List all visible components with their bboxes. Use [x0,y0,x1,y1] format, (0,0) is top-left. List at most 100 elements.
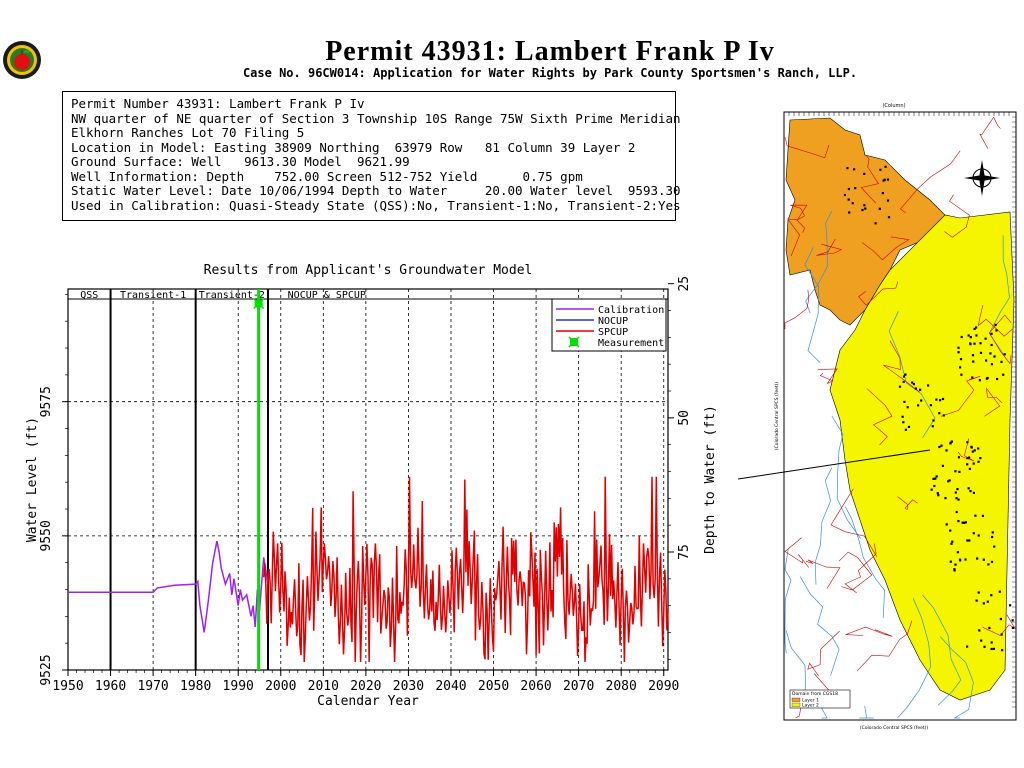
map-well-point [1011,619,1014,622]
map-road [944,194,970,238]
map-well-point [953,569,956,572]
map-well-point [951,540,954,543]
map-well-point [973,449,976,452]
info-line: Permit Number 43931: Lambert Frank P Iv [71,96,365,111]
map-well-point [1011,626,1014,629]
map-road [897,496,918,510]
map-well-point [948,479,951,482]
map-well-point [1003,353,1006,356]
map-well-point [886,199,890,202]
map-well-point [874,222,877,225]
y-tick-label: 9525 [39,654,54,685]
map-well-point [989,352,992,355]
legend-marker [568,336,580,348]
map-well-point [984,337,987,340]
map-well-point [969,490,972,493]
map-well-point [960,335,963,339]
map-well-point [887,216,891,219]
map-stream [922,594,962,706]
map-well-point [929,404,932,407]
map-well-point [977,460,980,463]
map-well-point [861,208,864,212]
map-well-point [972,462,975,465]
map-well-point [982,558,985,561]
map-well-point [971,376,974,379]
info-line: Location in Model: Easting 38909 Northin… [71,139,636,155]
map-road [805,559,841,589]
y2-tick-label: 75 [677,544,692,560]
map-well-point [983,645,986,648]
period-label: NOCUP & SPCUP [288,290,366,301]
map-well-point [964,521,967,524]
x-tick-label: 2060 [520,679,551,694]
map-well-point [1002,373,1005,376]
map-well-point [992,647,995,650]
map-road [790,204,808,221]
map-well-point [990,560,994,563]
map-well-point [851,202,854,205]
map-well-point [977,591,980,594]
map-stream [805,211,833,314]
map-well-point [914,387,918,390]
map-well-point [906,406,909,409]
map-well-point [966,441,969,444]
map-well-point [1000,360,1003,363]
map-well-point [979,457,982,460]
map-well-point [982,602,985,605]
map-well-point [950,542,953,545]
x-tick-label: 2070 [563,679,594,694]
map-well-point [956,488,959,491]
map-well-point [854,187,857,190]
map-well-point [990,641,993,644]
map-well-point [863,172,866,175]
x-tick-label: 2080 [606,679,637,694]
map-well-point [955,510,958,514]
map-well-point [993,355,996,358]
map-well-point [932,419,935,422]
map-well-point [978,629,981,632]
map-well-point [996,377,999,381]
map-road [883,340,920,393]
map-road [844,543,877,594]
map-well-point [954,491,957,494]
y-tick-label: 9575 [39,386,54,417]
map-road [978,304,1014,337]
map-well-point [907,425,911,428]
map-road [817,368,838,385]
map-well-point [960,373,963,376]
map-road [862,236,910,261]
map-road [866,388,893,446]
map-well-point [967,334,970,337]
map-well-point [964,558,967,561]
map-well-point [934,477,937,480]
map-well-point [968,467,971,470]
legend-label: Calibration [598,305,664,316]
info-line: Ground Surface: Well 9613.30 Model 9621.… [71,154,410,169]
map-well-point [980,639,983,642]
map-road [860,154,879,204]
map-well-point [999,617,1002,621]
info-line: Well Information: Depth 752.00 Screen 51… [71,168,583,184]
map-well-point [975,326,978,329]
map-well-point [940,444,943,447]
y-tick-label: 9550 [39,520,54,551]
map-well-point [988,626,991,630]
map-well-point [966,463,969,466]
map-well-point [993,545,996,548]
map-well-point [972,532,975,535]
map-well-point [973,342,976,345]
map-well-point [945,523,948,526]
map-well-point [927,384,930,387]
map-stream [845,506,885,618]
map-well-point [944,497,947,500]
map-well-point [990,363,993,366]
map-well-point [963,521,966,524]
map-well-point [846,167,849,170]
map-well-point [945,449,948,452]
y2-tick-label: 50 [677,410,692,426]
map-well-point [957,456,960,459]
map-well-point [933,484,936,488]
map-well-point [958,558,962,561]
map-well-point [904,373,907,376]
